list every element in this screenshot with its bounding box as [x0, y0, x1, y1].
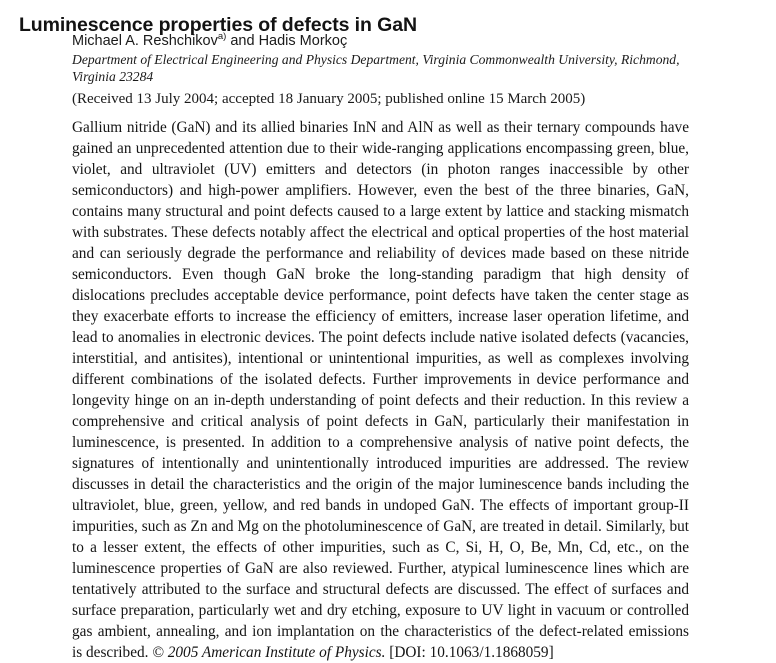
abstract-line: interstitial, and antisites), intentiona… — [72, 350, 689, 367]
publication-dates-line: (Received 13 July 2004; accepted 18 Janu… — [72, 91, 586, 107]
abstract-line: luminescence properties of GaN are also … — [72, 560, 689, 577]
abstract-line: ultraviolet, blue, green, yellow, and re… — [72, 497, 689, 514]
abstract-line: with substrates. These defects notably a… — [72, 224, 689, 241]
abstract-line: gas ambient, annealing, and ion implanta… — [72, 623, 689, 640]
abstract-closing-lead: is described. — [72, 644, 153, 661]
abstract-closing-line: is described. © 2005 American Institute … — [72, 642, 689, 663]
abstract-line: dislocations precludes acceptable device… — [72, 287, 689, 304]
affiliation-line-2: Richmond, Virginia 23284 — [72, 52, 680, 84]
abstract-line: gained an unprecedented attention due to… — [72, 140, 689, 157]
abstract-line: they exacerbate efforts to increase the … — [72, 308, 689, 325]
abstract-line: different combinations of the isolated d… — [72, 371, 689, 388]
abstract-line: tentatively attributed to the surface an… — [72, 581, 689, 598]
copyright-notice: © 2005 American Institute of Physics. — [152, 644, 386, 661]
doi-reference: [DOI: 10.1063/1.1868059] — [385, 644, 554, 661]
abstract-line: contains many structural and point defec… — [72, 203, 689, 220]
abstract-line: signatures of intentionally and unintent… — [72, 455, 689, 472]
affiliation-block: Department of Electrical Engineering and… — [72, 52, 712, 85]
paper-header-page: Luminescence properties of defects in Ga… — [19, 14, 762, 661]
affiliation-line-1: Department of Electrical Engineering and… — [72, 52, 618, 67]
abstract-line: luminescence, is presented. In addition … — [72, 434, 689, 451]
abstract-line: Gallium nitride (GaN) and its allied bin… — [72, 119, 689, 136]
abstract-line: to a lesser extent, the effects of other… — [72, 539, 689, 556]
author-primary-name: Michael A. Reshchikov — [72, 33, 218, 49]
abstract-line: violet, and ultraviolet (UV) emitters an… — [72, 161, 689, 178]
abstract-text: Gallium nitride (GaN) and its allied bin… — [72, 117, 689, 663]
author-line: Michael A. Reshchikova) and Hadis Morkoç — [72, 31, 762, 50]
abstract-line: discusses in detail the characteristics … — [72, 476, 689, 493]
abstract-line: semiconductors. Even though GaN broke th… — [72, 266, 689, 283]
abstract-line: comprehensive and critical analysis of p… — [72, 413, 689, 430]
affiliation-footnote-marker: a) — [217, 31, 227, 43]
abstract-line: and can seriously degrade the performanc… — [72, 245, 689, 262]
abstract-line: surface preparation, particularly wet an… — [72, 602, 689, 619]
abstract-line: lead to anomalies in electronic devices.… — [72, 329, 689, 346]
page-title: Luminescence properties of defects in Ga… — [19, 14, 417, 37]
abstract-line: impurities, such as Zn and Mg on the pho… — [72, 518, 689, 535]
abstract-line: longevity hinge on an in-depth understan… — [72, 392, 689, 409]
abstract-line: semiconductors) and high-power amplifier… — [72, 182, 689, 199]
author-secondary-name: and Hadis Morkoç — [226, 33, 348, 49]
